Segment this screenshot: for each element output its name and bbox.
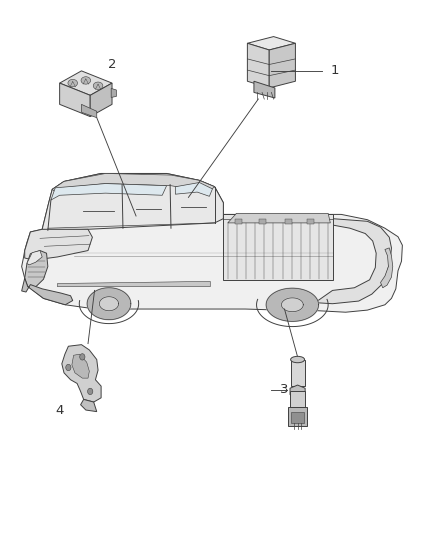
Polygon shape [42, 173, 223, 230]
Polygon shape [99, 297, 119, 311]
Polygon shape [228, 213, 330, 223]
Bar [235, 219, 242, 224]
Polygon shape [72, 354, 89, 378]
Bar [259, 219, 266, 224]
Polygon shape [60, 71, 112, 95]
Bar [291, 411, 304, 423]
Polygon shape [81, 399, 97, 411]
Polygon shape [254, 81, 275, 98]
Text: 2: 2 [108, 58, 116, 71]
Polygon shape [62, 345, 101, 402]
Ellipse shape [68, 79, 78, 87]
Polygon shape [269, 43, 295, 88]
Bar [286, 219, 292, 224]
Circle shape [88, 388, 93, 394]
Polygon shape [290, 385, 305, 398]
Text: 4: 4 [56, 403, 64, 416]
Polygon shape [27, 251, 42, 265]
Polygon shape [21, 173, 403, 312]
Polygon shape [266, 288, 318, 321]
Polygon shape [81, 104, 97, 118]
Polygon shape [381, 248, 393, 288]
Polygon shape [51, 183, 166, 200]
Polygon shape [25, 229, 92, 260]
Polygon shape [175, 182, 212, 196]
Polygon shape [60, 83, 90, 117]
Polygon shape [87, 288, 131, 320]
Polygon shape [111, 88, 117, 98]
Polygon shape [247, 43, 269, 88]
Polygon shape [57, 281, 210, 287]
Polygon shape [21, 278, 73, 305]
Ellipse shape [93, 82, 103, 90]
Circle shape [66, 365, 71, 370]
Bar [288, 407, 307, 426]
Polygon shape [282, 298, 303, 312]
Polygon shape [315, 219, 392, 304]
Bar [290, 360, 304, 386]
Ellipse shape [290, 357, 304, 363]
Bar [290, 391, 305, 407]
Text: 3: 3 [280, 383, 289, 397]
Polygon shape [52, 173, 215, 192]
Polygon shape [25, 251, 48, 288]
Bar [307, 219, 314, 224]
Ellipse shape [81, 77, 91, 84]
Polygon shape [247, 37, 295, 50]
Circle shape [80, 354, 85, 360]
Polygon shape [90, 83, 112, 117]
Polygon shape [223, 214, 332, 280]
Text: 1: 1 [330, 64, 339, 77]
